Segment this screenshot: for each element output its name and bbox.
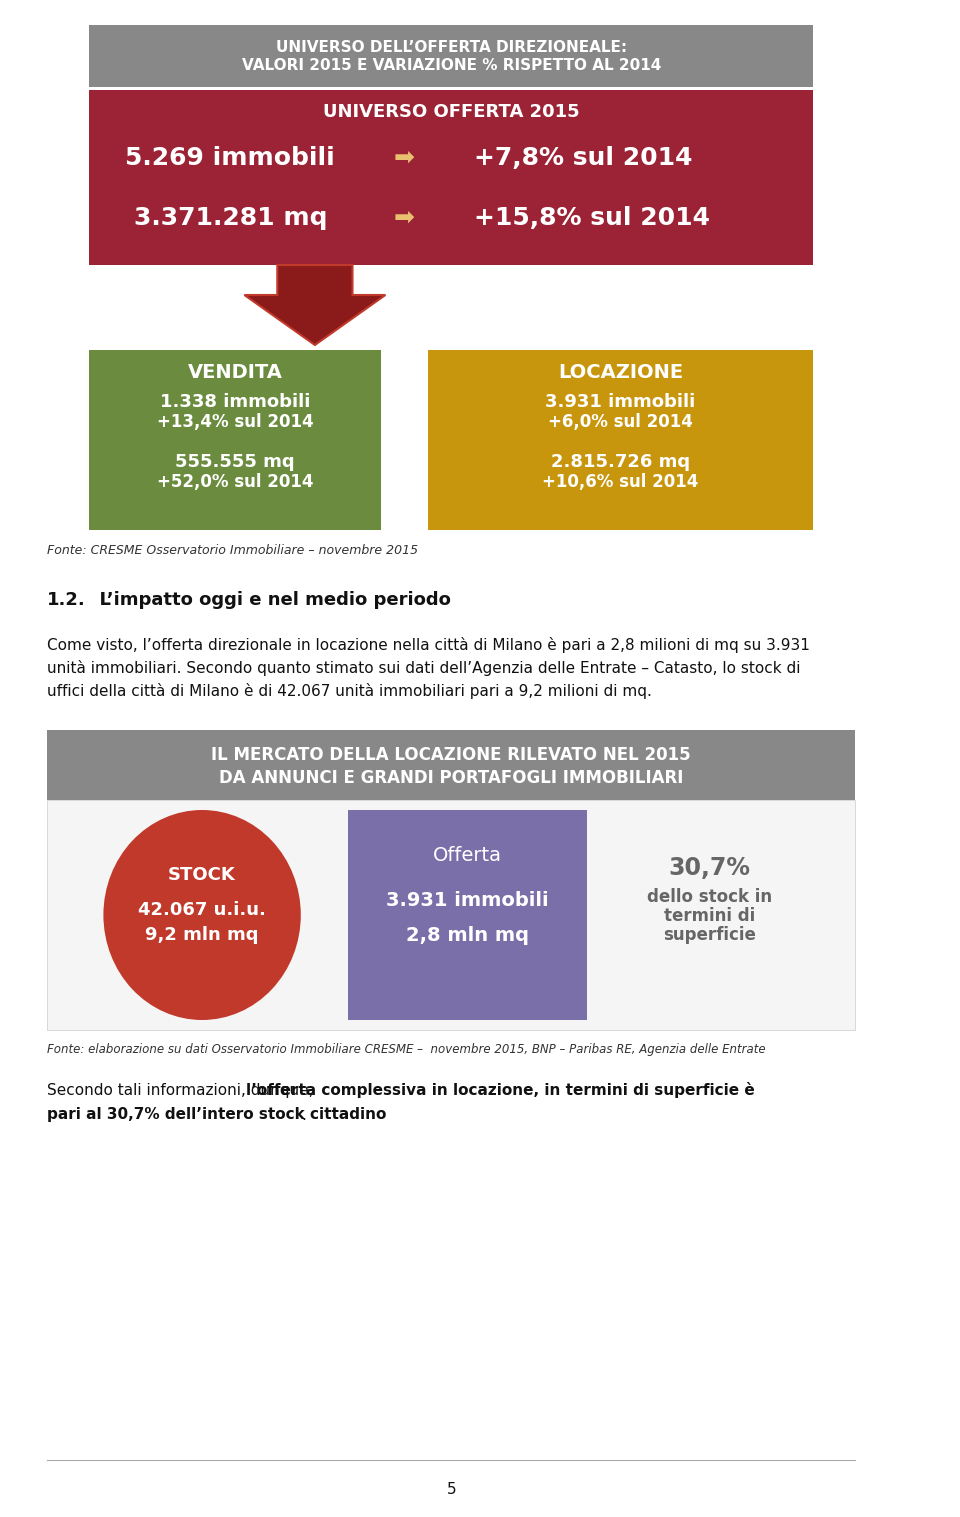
Text: UNIVERSO OFFERTA 2015: UNIVERSO OFFERTA 2015 bbox=[323, 103, 580, 121]
FancyBboxPatch shape bbox=[47, 799, 855, 1030]
Text: Fonte: elaborazione su dati Osservatorio Immobiliare CRESME –  novembre 2015, BN: Fonte: elaborazione su dati Osservatorio… bbox=[47, 1044, 766, 1056]
Text: 555.555 mq: 555.555 mq bbox=[175, 454, 295, 470]
Circle shape bbox=[104, 810, 300, 1019]
Text: LOCAZIONE: LOCAZIONE bbox=[558, 363, 683, 381]
Text: +10,6% sul 2014: +10,6% sul 2014 bbox=[542, 473, 699, 492]
Text: STOCK: STOCK bbox=[168, 866, 236, 884]
Text: uffici della città di Milano è di 42.067 unità immobiliari pari a 9,2 milioni di: uffici della città di Milano è di 42.067… bbox=[47, 683, 652, 699]
Text: pari al 30,7% dell’intero stock cittadino: pari al 30,7% dell’intero stock cittadin… bbox=[47, 1107, 386, 1123]
FancyBboxPatch shape bbox=[89, 90, 813, 265]
Text: unità immobiliari. Secondo quanto stimato sui dati dell’Agenzia delle Entrate – : unità immobiliari. Secondo quanto stimat… bbox=[47, 660, 801, 677]
Text: 3.371.281 mq: 3.371.281 mq bbox=[133, 206, 327, 231]
Text: Come visto, l’offerta direzionale in locazione nella città di Milano è pari a 2,: Come visto, l’offerta direzionale in loc… bbox=[47, 637, 810, 652]
Text: 42.067 u.i.u.: 42.067 u.i.u. bbox=[138, 901, 266, 919]
Text: 1.338 immobili: 1.338 immobili bbox=[159, 393, 310, 411]
FancyBboxPatch shape bbox=[348, 810, 588, 1019]
Text: superficie: superficie bbox=[663, 925, 756, 944]
Text: +6,0% sul 2014: +6,0% sul 2014 bbox=[548, 413, 693, 431]
FancyBboxPatch shape bbox=[47, 730, 855, 799]
Text: DA ANNUNCI E GRANDI PORTAFOGLI IMMOBILIARI: DA ANNUNCI E GRANDI PORTAFOGLI IMMOBILIA… bbox=[219, 769, 684, 787]
Text: Offerta: Offerta bbox=[433, 845, 502, 865]
Text: +7,8% sul 2014: +7,8% sul 2014 bbox=[473, 146, 692, 170]
Polygon shape bbox=[245, 265, 385, 344]
Text: ➡: ➡ bbox=[394, 206, 415, 231]
Text: .: . bbox=[301, 1107, 306, 1123]
Text: 2,8 mln mq: 2,8 mln mq bbox=[406, 925, 529, 945]
Text: 5: 5 bbox=[446, 1482, 456, 1497]
Text: 30,7%: 30,7% bbox=[669, 856, 751, 880]
Text: +15,8% sul 2014: +15,8% sul 2014 bbox=[474, 206, 710, 231]
Text: 3.931 immobili: 3.931 immobili bbox=[386, 890, 548, 910]
Text: 3.931 immobili: 3.931 immobili bbox=[545, 393, 695, 411]
Text: IL MERCATO DELLA LOCAZIONE RILEVATO NEL 2015: IL MERCATO DELLA LOCAZIONE RILEVATO NEL … bbox=[211, 746, 691, 765]
Text: 2.815.726 mq: 2.815.726 mq bbox=[551, 454, 690, 470]
Text: dello stock in: dello stock in bbox=[647, 887, 772, 906]
Text: 5.269 immobili: 5.269 immobili bbox=[126, 146, 335, 170]
Text: l’offerta complessiva in locazione, in termini di superficie è: l’offerta complessiva in locazione, in t… bbox=[246, 1082, 755, 1098]
FancyBboxPatch shape bbox=[89, 24, 813, 86]
Text: termini di: termini di bbox=[664, 907, 756, 925]
Text: +13,4% sul 2014: +13,4% sul 2014 bbox=[156, 413, 313, 431]
Text: 9,2 mln mq: 9,2 mln mq bbox=[145, 925, 259, 944]
Text: +52,0% sul 2014: +52,0% sul 2014 bbox=[156, 473, 313, 492]
Text: VALORI 2015 E VARIAZIONE % RISPETTO AL 2014: VALORI 2015 E VARIAZIONE % RISPETTO AL 2… bbox=[242, 58, 660, 73]
Text: Fonte: CRESME Osservatorio Immobiliare – novembre 2015: Fonte: CRESME Osservatorio Immobiliare –… bbox=[47, 543, 419, 557]
Text: ➡: ➡ bbox=[394, 146, 415, 170]
FancyBboxPatch shape bbox=[89, 350, 381, 529]
Text: 1.2.: 1.2. bbox=[47, 592, 85, 608]
Text: UNIVERSO DELL’OFFERTA DIREZIONEALE:: UNIVERSO DELL’OFFERTA DIREZIONEALE: bbox=[276, 39, 627, 55]
Text: Secondo tali informazioni, dunque,: Secondo tali informazioni, dunque, bbox=[47, 1083, 319, 1097]
Text: L’impatto oggi e nel medio periodo: L’impatto oggi e nel medio periodo bbox=[87, 592, 451, 608]
Text: VENDITA: VENDITA bbox=[187, 363, 282, 381]
FancyBboxPatch shape bbox=[428, 350, 813, 529]
